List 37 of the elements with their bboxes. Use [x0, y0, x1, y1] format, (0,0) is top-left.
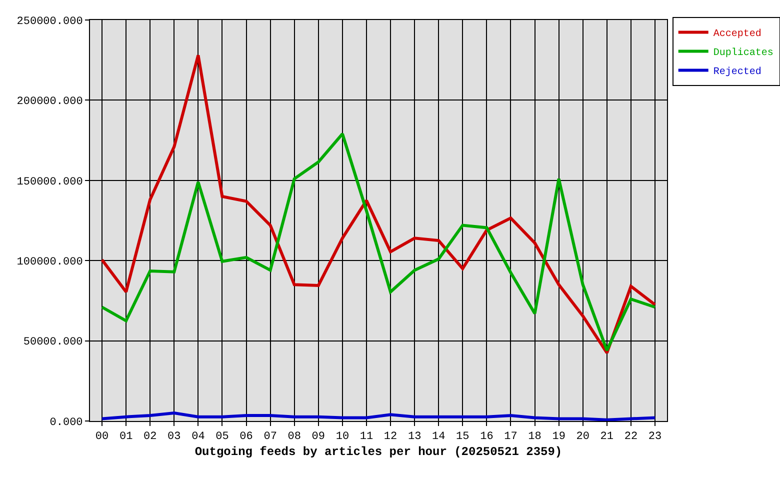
y-tick-label: 100000.000	[16, 256, 83, 268]
x-tick-label: 20	[576, 431, 590, 444]
x-tick-label: 07	[264, 431, 277, 444]
x-tick-label: 12	[384, 431, 398, 444]
line-series	[100, 132, 656, 352]
x-tick-label: 19	[552, 431, 566, 444]
y-tick-label: 0.000	[50, 416, 83, 429]
x-tick-label: 13	[408, 431, 422, 444]
x-tick-label: 22	[624, 431, 638, 444]
x-tick-label: 14	[432, 431, 446, 444]
y-tick-label: 250000.000	[16, 16, 83, 28]
x-tick-label: 02	[144, 431, 157, 444]
x-tick-label: 00	[95, 431, 109, 444]
x-tick-label: 04	[192, 431, 206, 444]
x-tick-label: 03	[168, 431, 181, 444]
y-tick-label: 50000.000	[23, 336, 83, 349]
legend-label: Rejected	[713, 66, 762, 78]
y-tick-label: 150000.000	[16, 176, 83, 188]
x-tick-label: 08	[288, 431, 301, 444]
x-tick-label: 06	[240, 431, 253, 444]
x-tick-label: 21	[600, 431, 614, 444]
x-tick-label: 11	[360, 431, 374, 444]
x-tick-label: 09	[312, 431, 325, 444]
line-series	[100, 411, 656, 421]
x-tick-label: 23	[648, 431, 662, 444]
x-tick-label: 05	[216, 431, 229, 444]
x-axis-title: Outgoing feeds by articles per hour (20250521 2359)	[194, 445, 562, 460]
x-tick-label: 01	[119, 431, 134, 444]
line-series	[100, 54, 656, 354]
x-tick-label: 16	[480, 431, 494, 444]
legend-label: Duplicates	[713, 47, 774, 60]
y-tick-label: 200000.000	[16, 96, 83, 108]
x-tick-label: 18	[528, 431, 542, 444]
legend-label: Accepted	[713, 28, 762, 40]
x-tick-label: 17	[504, 431, 518, 444]
x-tick-label: 15	[456, 431, 470, 444]
x-tick-label: 10	[336, 431, 350, 444]
